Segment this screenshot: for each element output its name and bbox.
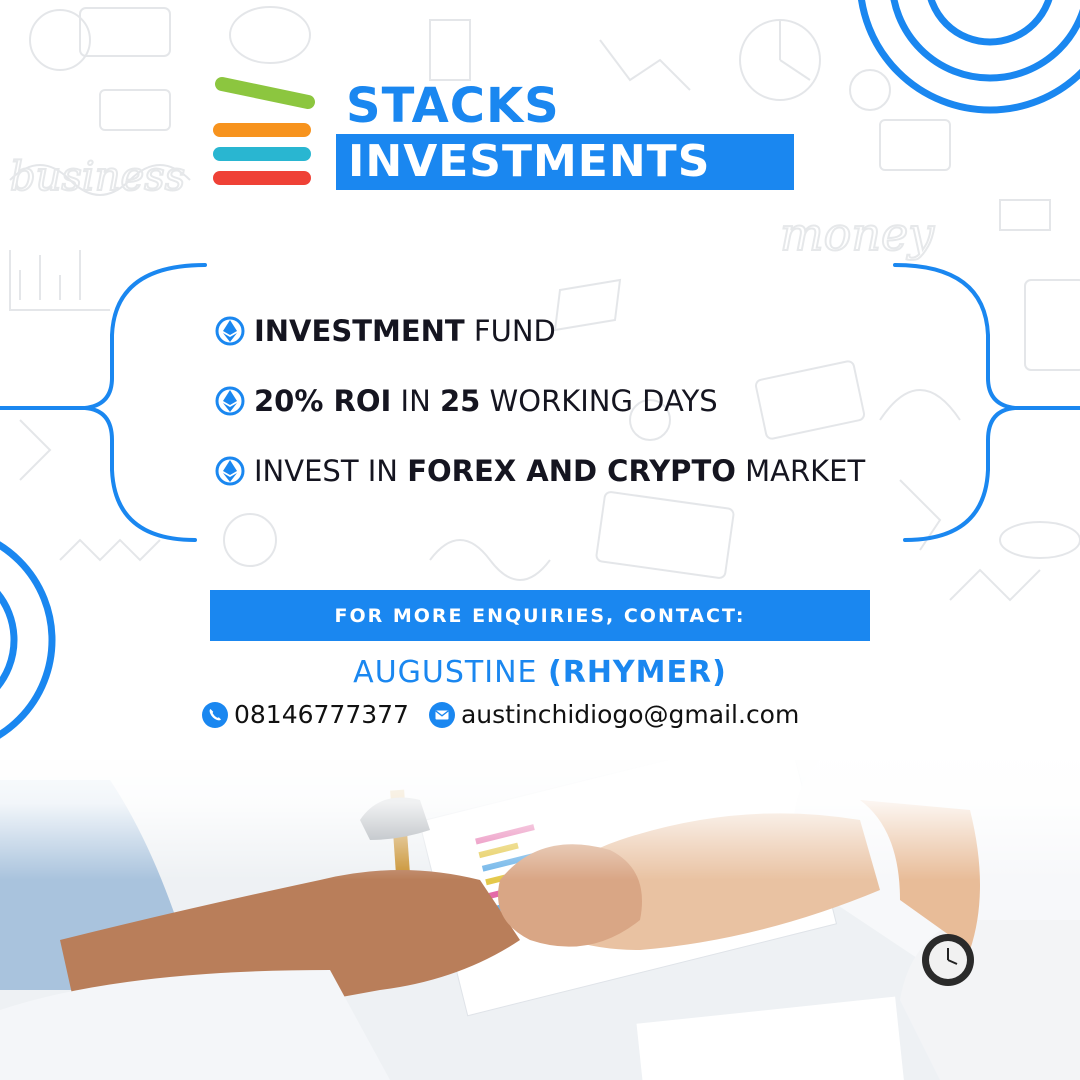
ethereum-icon [215,316,245,346]
bullet-bold-text: 25 [439,384,481,418]
bullet-bold-text: 20% ROI [254,384,392,418]
contact-name-regular: AUGUSTINE [353,655,549,690]
bullet-regular-text: FUND [464,314,556,348]
phone-number[interactable]: 08146777377 [234,700,409,729]
phone-icon [202,701,228,728]
contact-name: AUGUSTINE (RHYMER) [0,655,1080,690]
logo-icon [213,77,315,185]
bullet-regular-text: MARKET [735,454,866,488]
photo-fade [0,740,1080,880]
bullet-regular-text: INVEST IN [254,454,408,488]
svg-text:business: business [10,154,185,200]
brand-name-line1: STACKS [346,78,560,134]
contact-heading: FOR MORE ENQUIRIES, CONTACT: [334,604,746,627]
bullet-investment-fund: INVESTMENT FUND [214,314,556,348]
contact-heading-bar: FOR MORE ENQUIRIES, CONTACT: [210,590,870,641]
email-address[interactable]: austinchidiogo@gmail.com [460,700,800,729]
brand-name-line2: INVESTMENTS [348,136,711,187]
bullet-bold-text: FOREX AND CRYPTO [407,454,736,488]
contact-details: 08146777377 austinchidiogo@gmail.com [202,700,799,729]
ethereum-icon [215,386,245,416]
bullet-bold-text: INVESTMENT [254,314,465,348]
bullet-roi: 20% ROI IN 25 WORKING DAYS [214,384,718,418]
bullet-forex-crypto: INVEST IN FOREX AND CRYPTO MARKET [214,454,865,488]
ethereum-icon [215,456,245,486]
bullet-regular-text: IN [391,384,440,418]
mail-icon [428,701,455,728]
contact-name-nickname: (RHYMER) [548,655,727,690]
brand-highlight-box [336,134,794,190]
svg-text:money: money [780,207,935,261]
bullet-regular-text: WORKING DAYS [480,384,718,418]
